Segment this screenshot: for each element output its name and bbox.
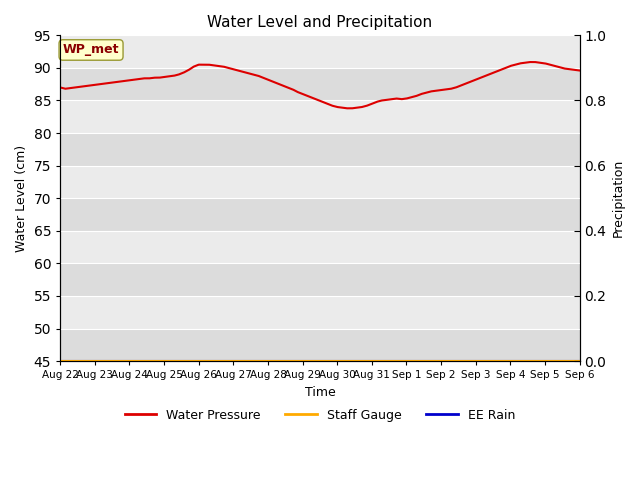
Legend: Water Pressure, Staff Gauge, EE Rain: Water Pressure, Staff Gauge, EE Rain [120, 404, 520, 427]
Bar [60, 133, 580, 166]
Bar [60, 231, 580, 264]
Bar [60, 100, 580, 133]
Bar [60, 36, 580, 68]
Bar [60, 68, 580, 100]
X-axis label: Time: Time [305, 386, 335, 399]
Title: Water Level and Precipitation: Water Level and Precipitation [207, 15, 433, 30]
Bar [60, 166, 580, 198]
Bar [60, 264, 580, 296]
Text: WP_met: WP_met [63, 44, 119, 57]
Bar [60, 296, 580, 328]
Bar [60, 198, 580, 231]
Bar [60, 328, 580, 361]
Y-axis label: Water Level (cm): Water Level (cm) [15, 144, 28, 252]
Y-axis label: Precipitation: Precipitation [612, 159, 625, 238]
